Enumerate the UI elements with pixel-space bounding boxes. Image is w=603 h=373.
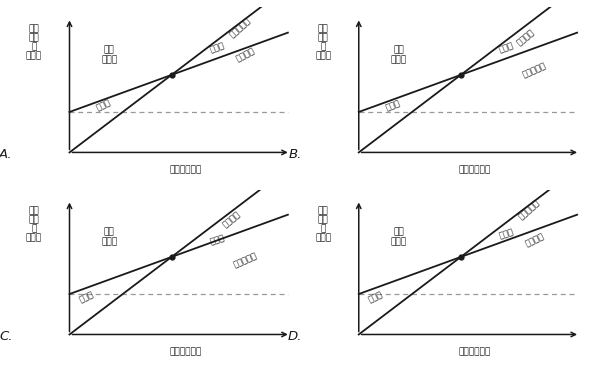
Text: 销售收入线: 销售收入线 [227,16,252,40]
Text: 盈利区: 盈利区 [497,41,515,55]
Text: 总成本线: 总成本线 [523,232,546,248]
Text: 盈亏
临界点: 盈亏 临界点 [390,45,406,64]
Text: 销售量（件）: 销售量（件） [169,165,202,174]
Text: 亏损区: 亏损区 [209,233,226,247]
Text: 销售收入线: 销售收入线 [517,198,541,222]
Text: 成本
与收
入
（元）: 成本 与收 入 （元） [315,24,332,60]
Text: 成本
与收
入
（元）: 成本 与收 入 （元） [26,24,42,60]
Text: 盈利区: 盈利区 [367,290,385,305]
Text: 总成本线: 总成本线 [235,46,256,63]
Text: B.: B. [289,148,302,161]
Text: 盈利区: 盈利区 [78,290,95,305]
Text: 销售量（件）: 销售量（件） [169,347,202,356]
Text: 盈亏
临界点: 盈亏 临界点 [101,228,117,246]
Text: D.: D. [288,330,302,343]
Text: 盈亏
临界点: 盈亏 临界点 [101,45,117,64]
Text: 总成本线: 总成本线 [221,210,242,230]
Text: 亏损区: 亏损区 [95,98,112,113]
Text: C.: C. [0,330,13,343]
Text: 总成本线: 总成本线 [516,28,537,48]
Text: 盈亏
临界点: 盈亏 临界点 [390,228,406,246]
Text: A.: A. [0,148,13,161]
Text: 销售量（件）: 销售量（件） [459,347,491,356]
Text: 盈利区: 盈利区 [209,41,226,55]
Text: 销售收入线: 销售收入线 [522,61,548,79]
Text: 销售收入线: 销售收入线 [232,251,259,270]
Text: 销售量（件）: 销售量（件） [459,165,491,174]
Text: 亏损区: 亏损区 [384,98,402,112]
Text: 成本
与收
入
（元）: 成本 与收 入 （元） [315,206,332,242]
Text: 亏损区: 亏损区 [497,227,515,240]
Text: 成本
与收
入
（元）: 成本 与收 入 （元） [26,206,42,242]
